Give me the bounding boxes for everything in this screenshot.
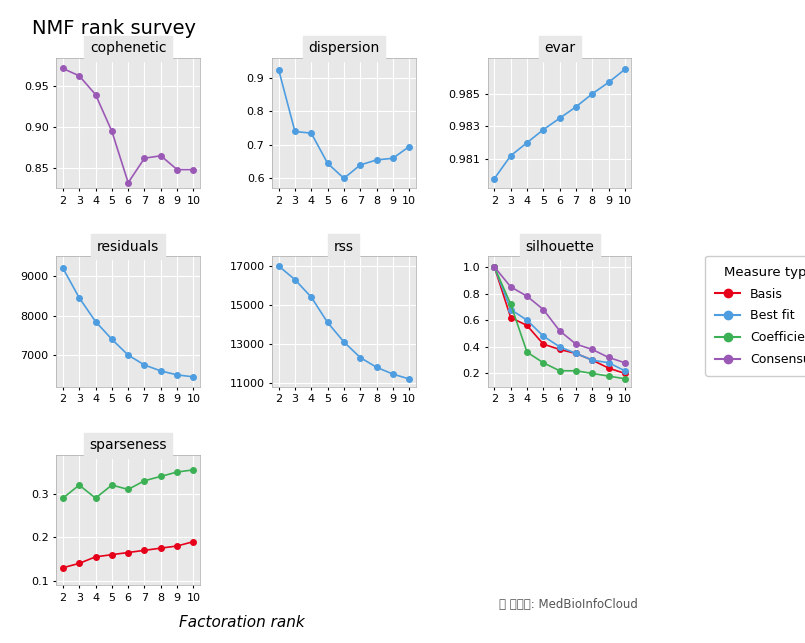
Text: NMF rank survey: NMF rank survey — [32, 19, 196, 39]
Text: 📱 微信号: MedBioInfoCloud: 📱 微信号: MedBioInfoCloud — [499, 597, 638, 611]
Title: rss: rss — [334, 240, 354, 254]
Legend: Basis, Best fit, Coefficients, Consensus: Basis, Best fit, Coefficients, Consensus — [705, 256, 805, 376]
Title: residuals: residuals — [97, 240, 159, 254]
Title: cophenetic: cophenetic — [90, 41, 167, 55]
Title: evar: evar — [544, 41, 576, 55]
Text: Factoration rank: Factoration rank — [179, 615, 304, 630]
Title: sparseness: sparseness — [89, 438, 167, 452]
Title: silhouette: silhouette — [525, 240, 594, 254]
Title: dispersion: dispersion — [308, 41, 379, 55]
